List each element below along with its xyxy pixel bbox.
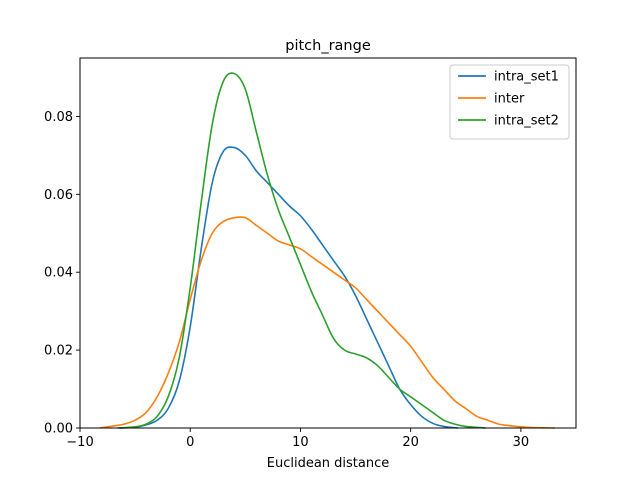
series-line-intra_set2: [117, 72, 486, 429]
series-line-intra_set1: [119, 146, 459, 429]
y-tick-label: 0.04: [44, 266, 73, 281]
y-axis: 0.00 0.02 0.04 0.06 0.08: [44, 110, 80, 437]
series-line-inter: [99, 216, 556, 429]
y-tick-label: 0.08: [44, 110, 73, 125]
chart-title: pitch_range: [285, 38, 371, 54]
plot-series: [99, 72, 556, 429]
legend-label-intra_set2: intra_set2: [494, 114, 559, 129]
y-tick-label: 0.06: [44, 188, 73, 203]
y-tick-label: 0.00: [44, 422, 73, 437]
x-axis-label: Euclidean distance: [267, 456, 390, 471]
x-tick-label: 30: [513, 435, 530, 450]
x-tick-label: 20: [402, 435, 419, 450]
x-tick-label: −10: [66, 435, 93, 450]
legend-label-intra_set1: intra_set1: [494, 70, 559, 85]
x-tick-label: 10: [292, 435, 309, 450]
legend-label-inter: inter: [494, 92, 525, 107]
plot-frame: [79, 57, 577, 429]
x-axis: −10 0 10 20 30: [66, 428, 529, 450]
x-tick-label: 0: [186, 435, 194, 450]
y-tick-label: 0.02: [44, 344, 73, 359]
